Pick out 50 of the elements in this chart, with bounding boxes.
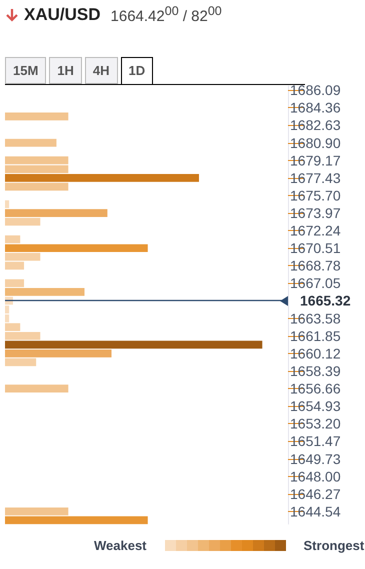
text: Strongest [304, 538, 364, 553]
y-tick-label: 1660.12 [290, 345, 341, 362]
bar [5, 279, 24, 288]
bar [5, 174, 199, 182]
bar [5, 288, 84, 296]
bar [5, 508, 68, 516]
y-tick-label: 1646.27 [290, 486, 341, 502]
bar [5, 384, 68, 392]
y-tick-label: 1673.97 [290, 205, 341, 222]
text: Weakest [94, 538, 147, 553]
y-tick-label: 1649.73 [290, 450, 341, 467]
bar [5, 516, 148, 524]
chart-subtitle: 1664.42$^{00}$ / 82$^{00}$ [110, 4, 222, 25]
y-tick-label: 1656.66 [290, 380, 341, 397]
bar [5, 218, 40, 226]
y-tick-label: 1651.47 [290, 433, 341, 450]
y-tick-label: 1653.20 [290, 416, 341, 432]
y-tick-label: 1680.90 [290, 134, 341, 151]
bar [5, 340, 262, 349]
text: 15M [5, 57, 46, 84]
y-tick-label: 1668.78 [290, 258, 341, 274]
bar [5, 112, 68, 120]
bar [5, 235, 20, 244]
text: 1D [120, 57, 154, 84]
text: 1H [49, 57, 82, 84]
y-tick-label: 1661.85 [290, 328, 341, 344]
bar [5, 138, 56, 147]
y-tick-label: 1670.51 [290, 240, 341, 256]
text: 4H [84, 57, 118, 84]
y-tick-label: 1663.58 [290, 310, 341, 326]
ref-line-label: 1665.32 [300, 292, 351, 309]
y-tick-label: 1686.09 [290, 82, 341, 98]
chart-title: XAU/USD [24, 4, 101, 24]
bar [5, 182, 68, 191]
y-tick-label: 1677.43 [290, 170, 341, 186]
y-tick-label: 1675.70 [290, 188, 341, 204]
y-tick-label: 1654.93 [290, 398, 341, 414]
bar [5, 209, 108, 217]
y-tick-label: 1684.36 [290, 100, 341, 116]
bar [5, 244, 148, 252]
y-tick-label: 1667.05 [290, 275, 341, 292]
y-tick-label: 1644.54 [290, 503, 341, 520]
bar [5, 350, 112, 358]
y-tick-label: 1679.17 [290, 152, 341, 168]
y-tick-label: 1672.24 [290, 222, 341, 239]
y-tick-label: 1682.63 [290, 117, 341, 134]
bar [5, 358, 36, 366]
y-tick-label: 1648.00 [290, 468, 341, 484]
y-tick-label: 1658.39 [290, 363, 341, 380]
bar [5, 200, 10, 208]
